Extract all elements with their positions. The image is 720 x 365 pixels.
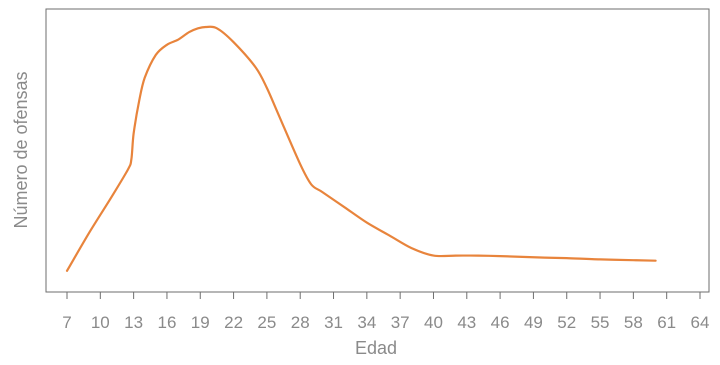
x-tick-label-28: 28	[291, 313, 310, 332]
x-tick-label-31: 31	[324, 313, 343, 332]
x-tick-label-61: 61	[657, 313, 676, 332]
x-tick-label-37: 37	[391, 313, 410, 332]
x-tick-label-10: 10	[91, 313, 110, 332]
x-tick-label-58: 58	[624, 313, 643, 332]
x-tick-label-49: 49	[524, 313, 543, 332]
y-axis-title: Número de ofensas	[11, 71, 31, 228]
x-tick-label-46: 46	[491, 313, 510, 332]
x-axis-tick-labels: 7 10 13 16 19 22 25 28 31 34 37 40 43 46 49 52 55 58 61 64	[62, 313, 709, 332]
x-tick-label-25: 25	[257, 313, 276, 332]
x-tick-label-40: 40	[424, 313, 443, 332]
x-tick-label-43: 43	[457, 313, 476, 332]
offenses-series-line	[65, 25, 657, 272]
x-tick-label-7: 7	[62, 313, 71, 332]
x-tick-label-64: 64	[691, 313, 710, 332]
x-tick-label-52: 52	[557, 313, 576, 332]
x-tick-label-55: 55	[591, 313, 610, 332]
x-tick-label-22: 22	[224, 313, 243, 332]
x-tick-label-16: 16	[157, 313, 176, 332]
x-axis-title: Edad	[355, 338, 397, 358]
x-axis-ticks	[66, 292, 701, 299]
x-tick-label-19: 19	[191, 313, 210, 332]
x-tick-label-34: 34	[357, 313, 376, 332]
plot-frame	[45, 8, 710, 293]
x-tick-label-13: 13	[124, 313, 143, 332]
